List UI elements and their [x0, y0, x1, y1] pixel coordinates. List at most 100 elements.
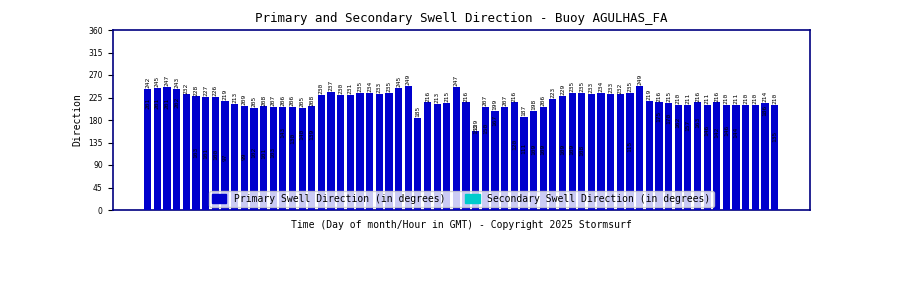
Text: 201: 201 — [145, 98, 150, 109]
Text: 235: 235 — [357, 81, 363, 92]
Bar — [501, 106, 508, 210]
Text: 210: 210 — [772, 93, 778, 104]
Text: 199: 199 — [492, 99, 498, 110]
Text: 207: 207 — [502, 95, 507, 106]
Text: 157: 157 — [686, 120, 690, 131]
Bar — [299, 140, 306, 210]
Bar — [144, 110, 151, 210]
Text: 210: 210 — [753, 93, 758, 104]
Bar — [530, 111, 537, 210]
Text: 235: 235 — [386, 81, 391, 92]
Bar — [250, 107, 257, 210]
Bar — [240, 160, 248, 210]
Bar — [510, 150, 518, 210]
Bar — [520, 116, 527, 210]
Text: 229: 229 — [560, 84, 565, 95]
Text: 175: 175 — [656, 111, 662, 122]
Bar — [250, 159, 257, 210]
Text: 210: 210 — [743, 93, 748, 104]
Text: 213: 213 — [435, 92, 439, 103]
Text: 163: 163 — [695, 117, 700, 128]
Bar — [183, 94, 190, 210]
Bar — [193, 96, 200, 210]
Text: 150: 150 — [483, 123, 488, 134]
Bar — [260, 106, 267, 210]
Bar — [665, 125, 672, 210]
Text: 162: 162 — [676, 117, 680, 128]
Bar — [173, 109, 180, 210]
Bar — [424, 102, 431, 210]
Text: 142: 142 — [715, 127, 719, 139]
Text: 206: 206 — [290, 95, 295, 106]
Text: 230: 230 — [319, 83, 324, 94]
Text: 216: 216 — [512, 90, 517, 101]
Bar — [221, 100, 229, 210]
Bar — [366, 93, 373, 210]
X-axis label: Time (Day of month/Hour in GMT) - Copyright 2025 Stormsurf: Time (Day of month/Hour in GMT) - Copyri… — [291, 220, 632, 230]
Text: 216: 216 — [464, 90, 469, 101]
Bar — [569, 155, 576, 210]
Text: 223: 223 — [551, 87, 555, 98]
Text: 216: 216 — [695, 90, 700, 101]
Text: 234: 234 — [598, 81, 604, 92]
Bar — [655, 122, 662, 210]
Text: 101: 101 — [203, 148, 208, 159]
Text: 215: 215 — [445, 91, 449, 102]
Bar — [540, 107, 547, 210]
Text: 207: 207 — [483, 95, 488, 106]
Bar — [318, 95, 325, 210]
Bar — [645, 100, 652, 210]
Bar — [510, 102, 518, 210]
Bar — [240, 106, 248, 210]
Text: 140: 140 — [300, 128, 304, 140]
Text: 216: 216 — [425, 90, 430, 101]
Bar — [704, 137, 711, 210]
Text: 102: 102 — [251, 147, 256, 158]
Bar — [193, 158, 200, 210]
Bar — [405, 85, 412, 210]
Text: 235: 235 — [627, 81, 633, 92]
Text: 152: 152 — [473, 122, 478, 134]
Bar — [482, 135, 489, 210]
Bar — [761, 103, 769, 210]
Text: 237: 237 — [328, 80, 334, 91]
Bar — [443, 103, 450, 210]
Bar — [375, 94, 382, 210]
Text: 242: 242 — [145, 77, 150, 88]
Text: 211: 211 — [705, 93, 710, 104]
Text: 111: 111 — [521, 143, 526, 154]
Bar — [713, 102, 720, 210]
Text: 159: 159 — [473, 119, 478, 130]
Text: 215: 215 — [666, 91, 671, 102]
Text: 143: 143 — [280, 127, 285, 138]
Bar — [608, 94, 615, 210]
Text: 210: 210 — [724, 93, 729, 104]
Text: 235: 235 — [570, 81, 575, 92]
Bar — [626, 92, 634, 210]
Text: 206: 206 — [541, 95, 545, 106]
Text: 216: 216 — [656, 90, 662, 101]
Bar — [260, 160, 267, 210]
Bar — [723, 137, 730, 210]
Bar — [453, 86, 460, 210]
Text: 187: 187 — [521, 105, 526, 116]
Bar — [771, 105, 778, 210]
Text: 206: 206 — [280, 95, 285, 106]
Text: 139: 139 — [310, 129, 314, 140]
Bar — [723, 105, 730, 210]
Bar — [684, 131, 691, 210]
Text: 101: 101 — [261, 148, 266, 159]
Bar — [491, 110, 499, 210]
Text: 109: 109 — [541, 144, 545, 155]
Text: 109: 109 — [570, 144, 575, 155]
Text: 232: 232 — [184, 82, 189, 94]
Bar — [655, 102, 662, 210]
Bar — [154, 110, 161, 210]
Bar — [761, 117, 769, 210]
Bar — [549, 98, 556, 210]
Text: 209: 209 — [242, 94, 247, 105]
Bar — [395, 88, 402, 210]
Text: 233: 233 — [608, 82, 613, 93]
Bar — [463, 102, 470, 210]
Text: 213: 213 — [232, 92, 237, 103]
